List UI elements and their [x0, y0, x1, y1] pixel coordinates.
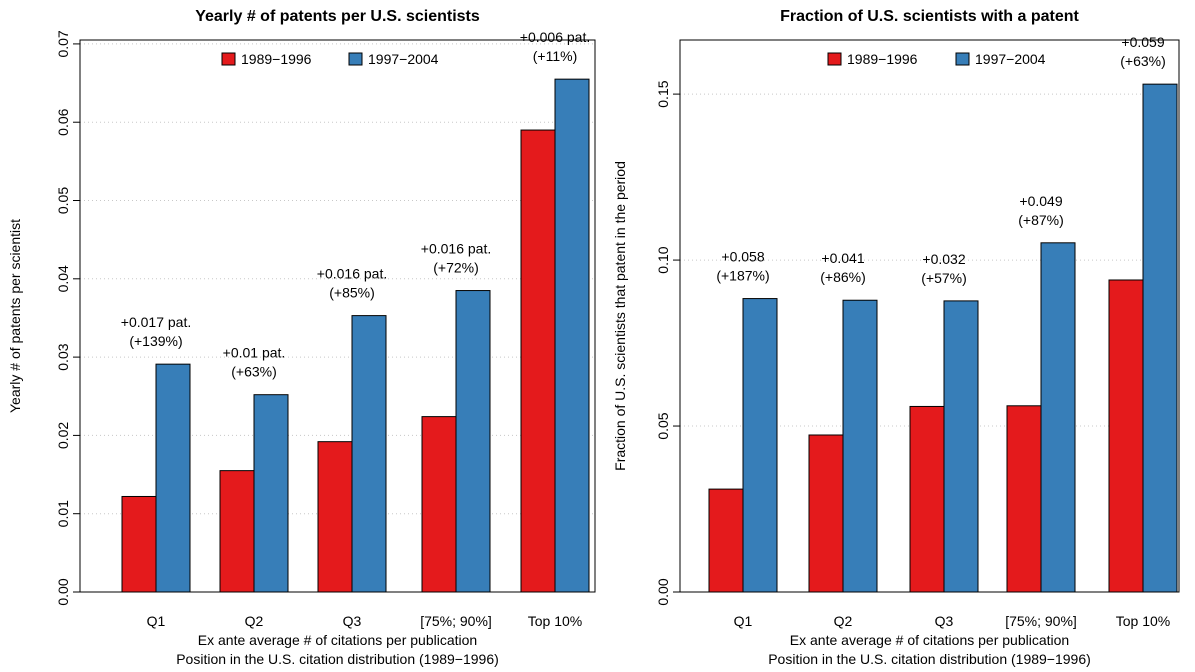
y-tick-label: 0.05: [655, 412, 671, 439]
legend-label-series2: 1997−2004: [975, 51, 1046, 67]
annotation-percent: (+11%): [533, 48, 577, 64]
annotation-percent: (+57%): [921, 270, 967, 286]
y-tick-label: 0.02: [55, 422, 71, 449]
y-axis-label: Fraction of U.S. scientists that patent …: [612, 161, 628, 471]
bar-series2: [155, 363, 191, 593]
y-tick-label: 0.05: [55, 187, 71, 214]
x-tick-label: Q1: [147, 613, 166, 629]
bar-series2: [1040, 242, 1076, 593]
x-axis-sublabel: Position in the U.S. citation distributi…: [176, 651, 499, 667]
annotation-percent: (+87%): [1018, 212, 1064, 228]
bar-series1: [121, 495, 157, 593]
x-tick-label: Q3: [935, 613, 954, 629]
x-axis-label: Ex ante average # of citations per publi…: [790, 632, 1069, 648]
annotation-change: +0.01 pat.: [223, 345, 286, 361]
annotation-change: +0.049: [1019, 193, 1062, 209]
chart-panel-1: Yearly # of patents per U.S. scientists 0…: [7, 8, 596, 667]
legend-swatch-series2: [348, 52, 363, 66]
annotation-percent: (+86%): [820, 269, 866, 285]
plot-frame: [679, 39, 1180, 593]
bar-series2: [455, 290, 491, 593]
plot-frame: [79, 39, 596, 593]
bar-series1: [909, 405, 945, 593]
y-tick-label: 0.07: [55, 30, 71, 57]
annotation-change: +0.059: [1121, 34, 1164, 50]
annotation-percent: (+187%): [716, 268, 769, 284]
y-tick-label: 0.10: [655, 246, 671, 273]
bar-series1: [808, 434, 844, 593]
chart-title: Yearly # of patents per U.S. scientists: [195, 8, 480, 25]
legend-swatch-series1: [827, 52, 842, 66]
annotation-percent: (+72%): [433, 260, 479, 276]
annotation-percent: (+63%): [231, 364, 277, 380]
x-tick-label: Q2: [834, 613, 853, 629]
x-tick-label: [75%; 90%]: [1005, 613, 1077, 629]
annotation-percent: (+139%): [129, 333, 182, 349]
y-tick-label: 0.00: [55, 578, 71, 605]
x-tick-label: Q1: [734, 613, 753, 629]
bar-series2: [943, 300, 979, 593]
legend: 1989−1996 1997−2004: [827, 51, 1046, 67]
annotation-change: +0.041: [821, 250, 864, 266]
legend-label-series1: 1989−1996: [847, 51, 918, 67]
bar-series1: [1108, 279, 1144, 593]
annotation-percent: (+85%): [329, 285, 375, 301]
annotation-change: +0.016 pat.: [421, 241, 491, 257]
bar-series1: [219, 470, 255, 593]
annotation-change: +0.017 pat.: [121, 314, 191, 330]
bar-series1: [317, 441, 353, 593]
x-tick-label: [75%; 90%]: [420, 613, 492, 629]
bar-series2: [351, 315, 387, 593]
legend: 1989−1996 1997−2004: [221, 51, 439, 67]
bar-series2: [253, 394, 289, 593]
y-tick-label: 0.00: [655, 578, 671, 605]
x-tick-label: Top 10%: [1116, 613, 1170, 629]
annotation-change: +0.032: [922, 251, 965, 267]
y-tick-label: 0.04: [55, 265, 71, 292]
annotation-change: +0.016 pat.: [317, 266, 387, 282]
y-tick-label: 0.01: [55, 500, 71, 527]
legend-label-series2: 1997−2004: [368, 51, 439, 67]
x-axis-label: Ex ante average # of citations per publi…: [198, 632, 477, 648]
bar-series1: [421, 416, 457, 593]
x-tick-label: Q3: [343, 613, 362, 629]
y-tick-label: 0.15: [655, 80, 671, 107]
bar-series2: [742, 298, 778, 593]
x-tick-label: Q2: [245, 613, 264, 629]
bar-series1: [1006, 405, 1042, 593]
bar-series1: [708, 488, 744, 593]
x-axis-sublabel: Position in the U.S. citation distributi…: [768, 651, 1091, 667]
annotation-percent: (+63%): [1120, 53, 1166, 69]
y-tick-label: 0.03: [55, 343, 71, 370]
x-tick-label: Top 10%: [528, 613, 582, 629]
legend-swatch-series2: [955, 52, 970, 66]
legend-label-series1: 1989−1996: [241, 51, 312, 67]
chart-panel-2: Fraction of U.S. scientists with a paten…: [612, 8, 1180, 667]
bar-series2: [554, 78, 590, 593]
legend-swatch-series1: [221, 52, 236, 66]
y-axis-label: Yearly # of patents per scientist: [7, 219, 23, 413]
bar-series2: [842, 299, 878, 593]
y-tick-label: 0.06: [55, 108, 71, 135]
bar-series2: [1142, 83, 1178, 593]
annotation-change: +0.058: [721, 249, 764, 265]
bar-series1: [520, 129, 556, 593]
chart-title: Fraction of U.S. scientists with a paten…: [780, 8, 1079, 25]
annotation-change: +0.006 pat.: [520, 29, 590, 45]
